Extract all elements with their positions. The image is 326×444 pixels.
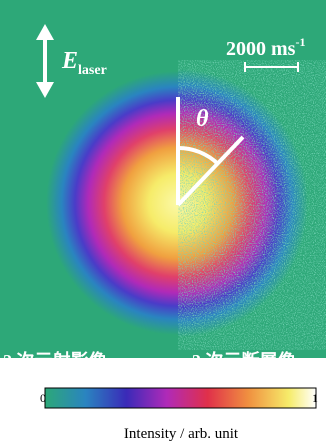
colorbar-min: 0 bbox=[40, 391, 46, 405]
figure: Elaser 2000 ms-1 θ 2 次元射影像 3 次元断層像 0 1 I… bbox=[0, 0, 326, 444]
scale-label: 2000 ms-1 bbox=[226, 35, 305, 60]
angle-label: θ bbox=[196, 106, 209, 132]
left-caption: 2 次元射影像 bbox=[3, 350, 107, 371]
colorbar-title: Intensity / arb. unit bbox=[124, 426, 239, 442]
colorbar-max: 1 bbox=[312, 391, 318, 405]
right-caption: 3 次元断層像 bbox=[192, 350, 296, 371]
page: Elaser 2000 ms-1 θ 2 次元射影像 3 次元断層像 0 1 I… bbox=[0, 0, 326, 444]
colorbar bbox=[45, 388, 316, 408]
